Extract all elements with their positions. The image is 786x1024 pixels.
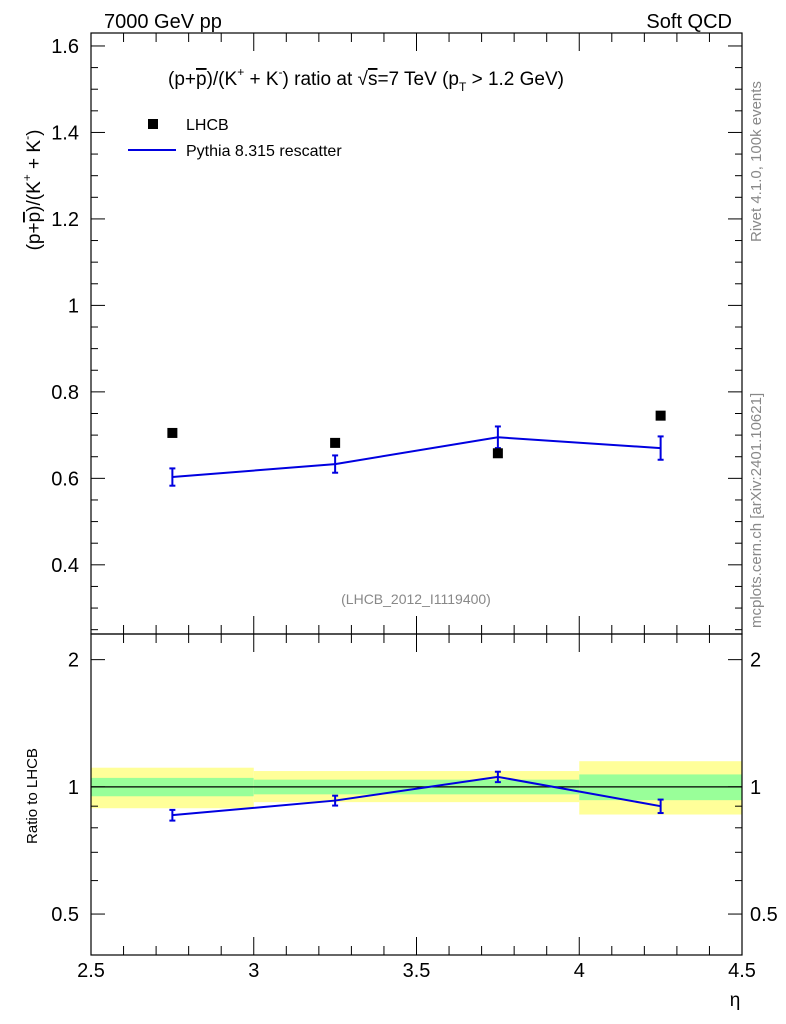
analysis-watermark: (LHCB_2012_I1119400) xyxy=(341,591,491,607)
main-ylabel: (p+p)/(K+ + K-) xyxy=(20,130,45,251)
main-ytick-label: 0.6 xyxy=(51,468,79,490)
ratio-ytick-label-right: 0.5 xyxy=(750,904,778,926)
site-info: mcplots.cern.ch [arXiv:2401.10621] xyxy=(748,393,765,628)
main-panel: 0.4 0.6 0.8 1 1.2 1.4 1.6 xyxy=(51,32,743,635)
xlabel: η xyxy=(730,990,741,1011)
data-point xyxy=(167,427,178,438)
ratio-ytick-label-left: 0.5 xyxy=(51,904,79,926)
main-ytick-label: 1.6 xyxy=(51,36,79,58)
legend-data-label: LHCB xyxy=(186,117,229,134)
data-point xyxy=(492,448,503,459)
xtick-label: 3.5 xyxy=(403,960,431,982)
legend-data-marker xyxy=(148,119,158,129)
main-ytick-label: 1.2 xyxy=(51,209,79,231)
main-ytick-label: 0.8 xyxy=(51,382,79,404)
ratio-ytick-label-left: 1 xyxy=(68,777,79,799)
header-left: 7000 GeV pp xyxy=(104,11,222,33)
legend-mc-label: Pythia 8.315 rescatter xyxy=(186,143,342,160)
ratio-ytick-label-right: 1 xyxy=(750,777,761,799)
main-ytick-label: 0.4 xyxy=(51,555,79,577)
ratio-series-line xyxy=(172,775,661,817)
plot-title: (p+p)/(K+ + K-) ratio at √s=7 TeV (pT > … xyxy=(168,65,564,94)
pbar: p xyxy=(196,69,207,90)
xtick-label: 4 xyxy=(574,960,585,982)
ratio-ylabel: Ratio to LHCB xyxy=(24,748,41,844)
ratio-ytick-label-right: 2 xyxy=(750,650,761,672)
mc-series-line xyxy=(172,436,661,479)
sqrt-symbol: √ xyxy=(358,69,369,90)
ratio-ytick-label-left: 2 xyxy=(68,650,79,672)
main-ytick-label: 1 xyxy=(68,295,79,317)
ratio-panel: 0.5 0.5 1 1 2 2 2.5 3 3.5 4 4.5 xyxy=(51,633,778,982)
xtick-label: 2.5 xyxy=(77,960,105,982)
xtick-label: 4.5 xyxy=(728,960,756,982)
data-point xyxy=(330,437,341,448)
rivet-info: Rivet 4.1.0, 100k events xyxy=(748,81,765,242)
header-right: Soft QCD xyxy=(646,11,732,33)
main-ytick-label: 1.4 xyxy=(51,122,79,144)
data-point xyxy=(655,410,666,421)
xtick-label: 3 xyxy=(248,960,259,982)
